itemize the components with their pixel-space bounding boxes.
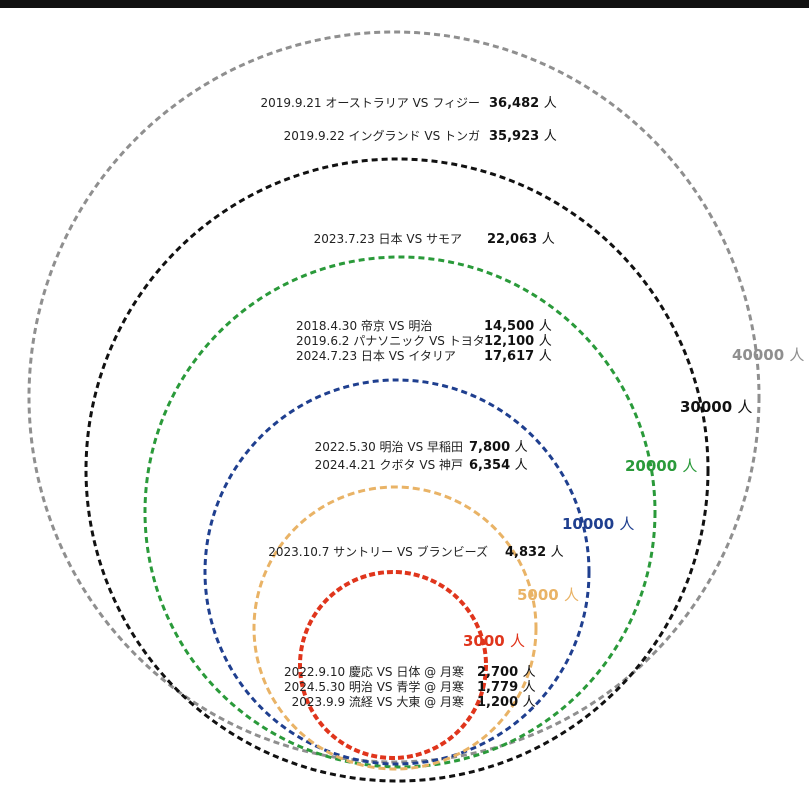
- event-count: 22,063 人: [487, 232, 555, 247]
- event-label: 2022.5.30 明治 VS 早稲田: [315, 440, 463, 454]
- event-count: 36,482 人: [489, 96, 557, 111]
- event-count: 4,832 人: [505, 545, 564, 560]
- ring-20000: [143, 255, 657, 769]
- event-label: 2022.9.10 慶応 VS 日体 @ 月寒: [284, 664, 464, 679]
- event-count: 1,200 人: [477, 695, 536, 710]
- ring-label-30000: 30000 人: [680, 398, 752, 416]
- event-count: 1,779 人: [477, 680, 536, 695]
- event-label: 2024.7.23 日本 VS イタリア: [296, 349, 456, 363]
- ring-10000: [203, 378, 591, 766]
- ring-label-10000: 10000 人: [562, 515, 634, 533]
- event-label: 2018.4.30 帝京 VS 明治: [296, 318, 432, 333]
- ring-5000: [252, 485, 538, 771]
- event-label: 2019.9.22 イングランド VS トンガ: [284, 129, 480, 143]
- event-label: 2023.10.7 サントリー VS ブランビーズ: [268, 544, 488, 559]
- ring-label-3000: 3000 人: [463, 632, 525, 650]
- event-count: 6,354 人: [469, 458, 528, 473]
- event-label: 2023.9.9 流経 VS 大東 @ 月寒: [292, 694, 464, 709]
- ring-3000: [298, 570, 488, 760]
- event-count: 14,500 人: [484, 319, 552, 334]
- event-count: 12,100 人: [484, 334, 552, 349]
- event-label: 2019.9.21 オーストラリア VS フィジー: [260, 96, 480, 110]
- event-label: 2019.6.2 パナソニック VS トヨタ: [296, 334, 485, 348]
- ring-label-40000: 40000 人: [732, 346, 804, 364]
- event-label: 2023.7.23 日本 VS サモア: [314, 232, 462, 246]
- event-count: 17,617 人: [484, 349, 552, 364]
- event-count: 7,800 人: [469, 440, 528, 455]
- ring-40000: [27, 30, 761, 764]
- top-bar: [0, 0, 809, 8]
- event-count: 2,700 人: [477, 665, 536, 680]
- ring-label-5000: 5000 人: [517, 586, 579, 604]
- ring-30000: [84, 157, 710, 783]
- event-label: 2024.5.30 明治 VS 青学 @ 月寒: [284, 679, 464, 694]
- ring-label-20000: 20000 人: [625, 457, 697, 475]
- event-label: 2024.4.21 クボタ VS 神戸: [315, 458, 463, 472]
- event-count: 35,923 人: [489, 129, 557, 144]
